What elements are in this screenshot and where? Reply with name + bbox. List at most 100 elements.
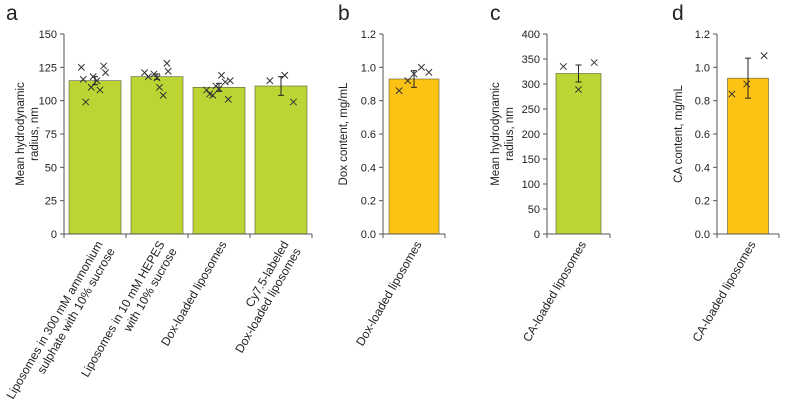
x-tick-label: Dox-loaded liposomes: [353, 239, 424, 349]
y-tick-label: 300: [522, 79, 540, 91]
data-point-stroke: [163, 59, 171, 67]
data-point: [289, 98, 297, 106]
y-tick-label: 100: [522, 179, 540, 191]
y-tick-label: 125: [39, 62, 57, 74]
y-tick-label: 250: [522, 104, 540, 116]
panel-letter: c: [490, 2, 501, 25]
data-point: [226, 77, 234, 85]
chart-panel-b: b 0.0 0.2 0.4 0.6 0.8 1.0 1.2 Dox content, mg/mL…: [338, 2, 446, 349]
data-point: [760, 52, 768, 60]
y-tick-label: 0.4: [695, 162, 710, 174]
bar: [727, 77, 769, 235]
x-tick-label-line: CA-loaded liposomes: [520, 239, 589, 345]
data-point-stroke: [743, 80, 751, 88]
data-point-stroke: [728, 90, 736, 98]
data-point: [266, 77, 274, 85]
data-point-stroke: [226, 77, 234, 85]
y-tick-label: 0.2: [361, 196, 376, 208]
y-tick-label: 100: [39, 96, 57, 108]
data-point-stroke: [203, 86, 211, 94]
x-tick-label: CA-loaded liposomes: [689, 239, 758, 345]
data-point-stroke: [89, 73, 97, 81]
bar: [130, 76, 184, 235]
data-point: [101, 69, 110, 77]
data-point: [728, 90, 736, 98]
data-point-stroke: [559, 62, 567, 71]
data-point: [221, 78, 229, 86]
data-point: [217, 71, 226, 79]
y-axis-label-line: radius, nm: [504, 107, 516, 161]
data-point-stroke: [404, 77, 412, 85]
data-point-stroke: [417, 63, 425, 71]
bar: [555, 73, 602, 235]
data-point: [281, 71, 289, 79]
data-point-stroke: [215, 85, 223, 93]
data-point: [410, 70, 418, 78]
data-point-stroke: [266, 77, 274, 85]
y-tick-label: 0.8: [361, 96, 376, 108]
bar: [388, 78, 440, 235]
y-tick-label: 0.0: [361, 229, 376, 241]
data-point-stroke: [395, 87, 403, 95]
data-point: [559, 62, 567, 71]
data-point-stroke: [101, 69, 110, 77]
panel-letter: a: [6, 2, 18, 25]
y-tick-label: 75: [45, 129, 57, 141]
data-point: [404, 77, 412, 85]
data-point-stroke: [153, 74, 161, 82]
chart-panel-d: d 0.0 0.2 0.4 0.6 0.8 1.0 1.2 CA content, mg/mL C…: [672, 2, 780, 345]
data-point: [417, 63, 425, 71]
panel-letter: b: [338, 2, 350, 25]
data-point: [87, 83, 95, 91]
data-point-stroke: [164, 67, 172, 75]
x-tick-label: CA-loaded liposomes: [520, 239, 589, 345]
y-tick-label: 150: [39, 29, 57, 41]
y-axis-label-line: radius, nm: [29, 107, 41, 161]
bar: [68, 80, 122, 235]
data-point-stroke: [100, 62, 108, 70]
data-point-stroke: [217, 71, 226, 79]
data-point-stroke: [96, 86, 104, 94]
data-point-stroke: [425, 68, 433, 76]
y-axis-label-line: Dox content, mg/mL: [338, 82, 350, 186]
y-axis-label: Dox content, mg/mL: [338, 82, 350, 186]
y-tick-label: 0.6: [695, 129, 710, 141]
data-point: [100, 62, 108, 70]
data-point: [150, 70, 158, 78]
y-tick-label: 200: [522, 129, 540, 141]
data-point: [395, 87, 403, 95]
y-tick-label: 1.2: [695, 29, 710, 41]
data-point: [77, 63, 85, 71]
y-axis-label-line: Mean hydrodynamic: [490, 82, 502, 186]
y-tick-label: 0.2: [695, 196, 710, 208]
data-point-stroke: [87, 83, 95, 91]
chart-panel-c: c 0 50 100 150 200 250 300 350 400 Mean hydrodynam…: [490, 2, 611, 345]
y-tick-label: 0.8: [695, 96, 710, 108]
data-point: [425, 68, 433, 76]
x-tick-label: Liposomes in 300 mM ammoniumsulphate wit…: [3, 238, 117, 408]
data-point: [203, 86, 211, 94]
data-point-stroke: [760, 52, 768, 60]
data-point: [209, 91, 217, 99]
data-point: [590, 58, 598, 67]
data-point-stroke: [155, 83, 164, 91]
data-point: [224, 95, 232, 103]
data-point-stroke: [209, 91, 217, 99]
y-tick-label: 0: [51, 229, 57, 241]
data-point: [164, 67, 172, 75]
x-tick-label-line: sulphate with 10% sucrose: [34, 245, 118, 376]
y-tick-label: 1.0: [695, 62, 710, 74]
y-tick-label: 0.6: [361, 129, 376, 141]
data-point-stroke: [79, 75, 87, 83]
data-point-stroke: [150, 70, 158, 78]
data-point-stroke: [574, 85, 583, 94]
data-point-stroke: [141, 69, 149, 77]
data-point: [159, 91, 167, 99]
data-point-stroke: [93, 77, 101, 85]
data-point: [79, 75, 87, 83]
y-tick-label: 50: [45, 162, 57, 174]
y-tick-label: 400: [522, 29, 540, 41]
y-tick-label: 350: [522, 54, 540, 66]
y-tick-label: 0.0: [695, 229, 710, 241]
